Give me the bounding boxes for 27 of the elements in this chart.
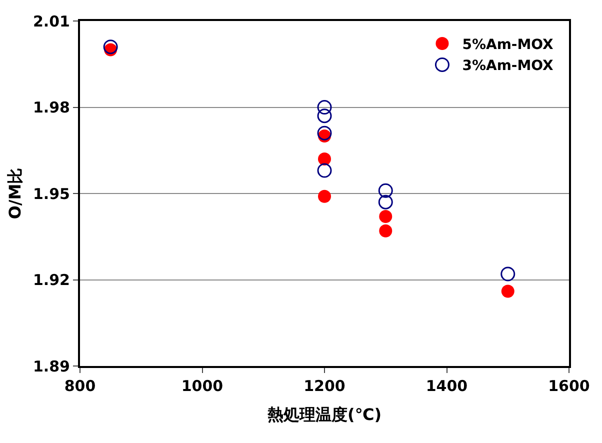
y-tick-label: 1.89 [32,357,70,376]
x-tick-label: 1200 [304,377,346,395]
y-axis-title: O/M比 [5,168,24,220]
x-tick-label: 1400 [426,377,468,395]
x-axis-title: 熱処理温度(℃) [266,405,382,424]
x-tick-label: 800 [64,377,96,395]
point [317,108,332,124]
y-tick-label: 1.98 [32,98,70,116]
x-tick-label: 1600 [548,377,590,395]
point [379,224,392,238]
legend-label: 5%Am-MOX [462,36,554,53]
point [501,284,514,298]
point [318,190,331,203]
legend-label: 3%Am-MOX [462,58,554,74]
point [378,194,393,210]
y-tick-label: 1.92 [32,271,70,289]
point [378,183,393,198]
x-tick-label: 1000 [181,377,224,395]
point [317,126,332,140]
point [318,152,331,166]
point [317,163,332,178]
point [379,210,392,223]
y-tick-label: 2.01 [32,12,70,30]
point [500,266,516,282]
point [103,40,118,54]
point [317,100,332,114]
y-tick-label: 1.95 [32,184,70,203]
